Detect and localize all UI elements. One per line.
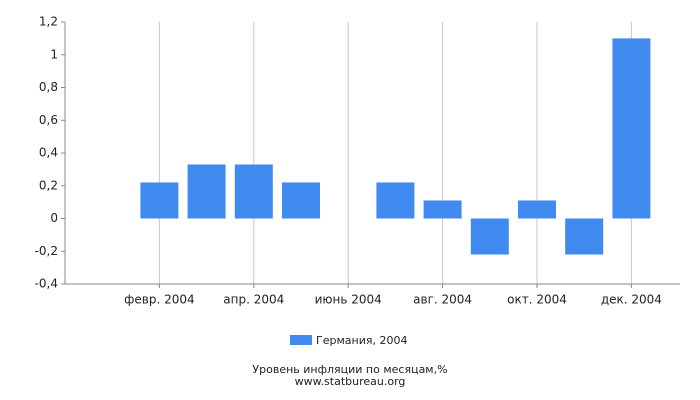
y-tick-label: 0,4 xyxy=(39,146,58,160)
bar xyxy=(423,200,462,219)
bar xyxy=(187,164,226,219)
y-tick-label: 1,2 xyxy=(39,15,58,29)
chart-subtitle: Уровень инфляции по месяцам,% xyxy=(252,363,447,376)
y-tick-label: 0,8 xyxy=(39,80,58,94)
x-tick-label: авг. 2004 xyxy=(413,293,472,307)
x-tick-label: февр. 2004 xyxy=(124,293,195,307)
x-tick-label: апр. 2004 xyxy=(223,293,284,307)
y-tick-label: -0,2 xyxy=(35,244,58,258)
legend-label: Германия, 2004 xyxy=(316,334,407,347)
bar xyxy=(282,182,320,219)
bar xyxy=(612,38,651,219)
y-tick-label: 0 xyxy=(50,211,58,225)
x-tick-label: июнь 2004 xyxy=(315,293,382,307)
bar xyxy=(565,218,604,255)
legend-swatch xyxy=(290,335,312,345)
y-tick-label: -0,4 xyxy=(35,277,58,291)
bar xyxy=(234,164,273,219)
x-tick-label: дек. 2004 xyxy=(601,293,662,307)
y-tick-label: 1 xyxy=(50,47,58,61)
y-tick-label: 0,2 xyxy=(39,178,58,192)
y-tick-label: 0,6 xyxy=(39,113,58,127)
bar xyxy=(376,182,415,219)
bar xyxy=(140,182,179,219)
bar xyxy=(470,218,509,255)
bar xyxy=(518,200,556,219)
source: www.statbureau.org xyxy=(295,375,406,388)
x-tick-label: окт. 2004 xyxy=(507,293,567,307)
